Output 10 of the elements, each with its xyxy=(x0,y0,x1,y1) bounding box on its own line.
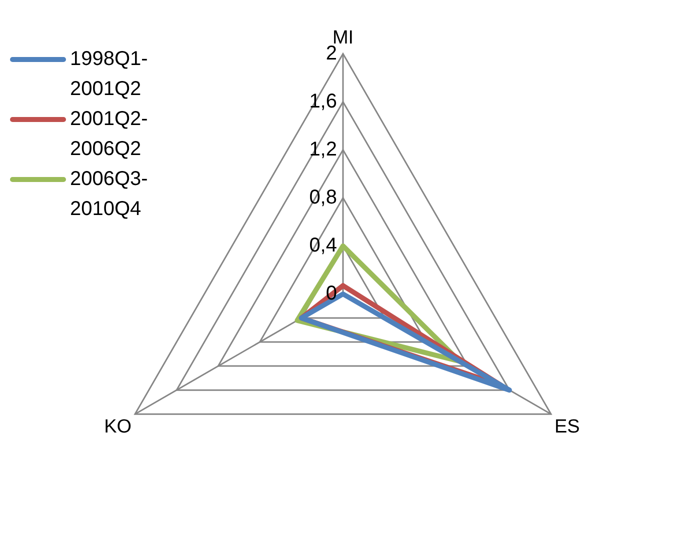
y-tick-label: 1,2 xyxy=(309,138,337,160)
y-tick-label: 2 xyxy=(326,42,337,64)
spoke-label: ES xyxy=(554,416,580,438)
y-tick-label: 0,8 xyxy=(309,186,337,208)
spoke-label: KO xyxy=(104,416,132,438)
legend-label: 1998Q1-2001Q2 xyxy=(70,47,149,102)
y-tick-label: 0,4 xyxy=(309,234,337,256)
legend-label: 2006Q3-2010Q4 xyxy=(70,167,149,222)
y-tick-label: 1,6 xyxy=(309,90,337,112)
legend-label: 2001Q2-2006Q2 xyxy=(70,107,149,162)
